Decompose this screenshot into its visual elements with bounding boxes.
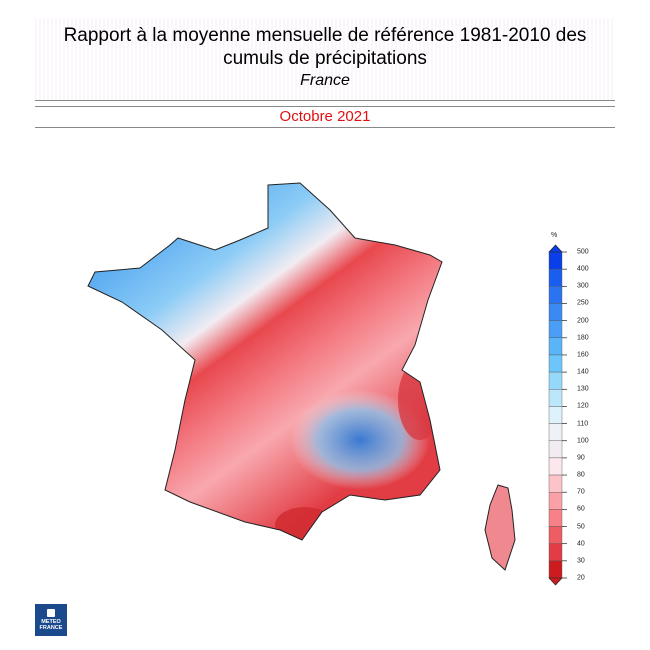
legend-label: 40 <box>577 540 585 548</box>
legend-label: 80 <box>577 471 585 479</box>
legend-label: 140 <box>577 368 589 376</box>
legend-label: 30 <box>577 557 585 565</box>
legend-label: 20 <box>577 574 585 582</box>
logo-line1: METEO <box>41 619 61 625</box>
legend-label: 120 <box>577 402 589 410</box>
legend-swatch <box>548 543 563 562</box>
legend-swatch <box>548 320 563 338</box>
legend-label: 100 <box>577 437 589 445</box>
legend-max-arrow <box>548 244 563 253</box>
map-region: France <box>300 72 350 89</box>
legend-label: 50 <box>577 523 585 531</box>
legend-swatch <box>548 440 563 459</box>
legend-swatch <box>548 457 563 476</box>
legend-label: 110 <box>577 420 589 428</box>
legend-swatch <box>548 337 563 356</box>
legend-swatch <box>548 492 563 510</box>
legend-swatch <box>548 371 563 390</box>
legend-swatch <box>548 423 563 441</box>
france-mainland <box>88 183 442 540</box>
legend-swatch <box>548 268 563 287</box>
legend-label: 180 <box>577 334 589 342</box>
legend-label: 200 <box>577 317 589 325</box>
legend-unit: % <box>551 232 558 239</box>
legend-label: 130 <box>577 385 589 393</box>
legend-label: 400 <box>577 265 589 273</box>
legend-swatch <box>548 560 563 579</box>
legend-swatch <box>548 406 563 424</box>
legend-swatch <box>548 354 563 373</box>
legend-swatch <box>548 286 563 304</box>
legend-label: 60 <box>577 505 585 513</box>
color-legend <box>548 244 567 586</box>
legend-label: 160 <box>577 351 589 359</box>
title-box: Rapport à la moyenne mensuelle de référe… <box>35 18 615 101</box>
legend-label: 70 <box>577 488 585 496</box>
legend-swatch <box>548 303 563 321</box>
map-period: Octobre 2021 <box>35 106 615 128</box>
map-title: Rapport à la moyenne mensuelle de référe… <box>63 25 587 69</box>
legend-swatch <box>548 474 563 493</box>
logo-line2: FRANCE <box>39 625 63 631</box>
legend-swatch <box>548 251 563 270</box>
legend-label: 250 <box>577 299 589 307</box>
legend-label: 90 <box>577 454 585 462</box>
legend-swatch <box>548 526 563 544</box>
legend-label: 500 <box>577 248 589 256</box>
legend-label: 300 <box>577 282 589 290</box>
legend-min-arrow <box>548 577 563 586</box>
legend-swatch <box>548 389 563 407</box>
meteo-france-logo: METEO FRANCE <box>35 604 67 636</box>
legend-swatch <box>548 509 563 527</box>
corsica <box>484 484 516 571</box>
